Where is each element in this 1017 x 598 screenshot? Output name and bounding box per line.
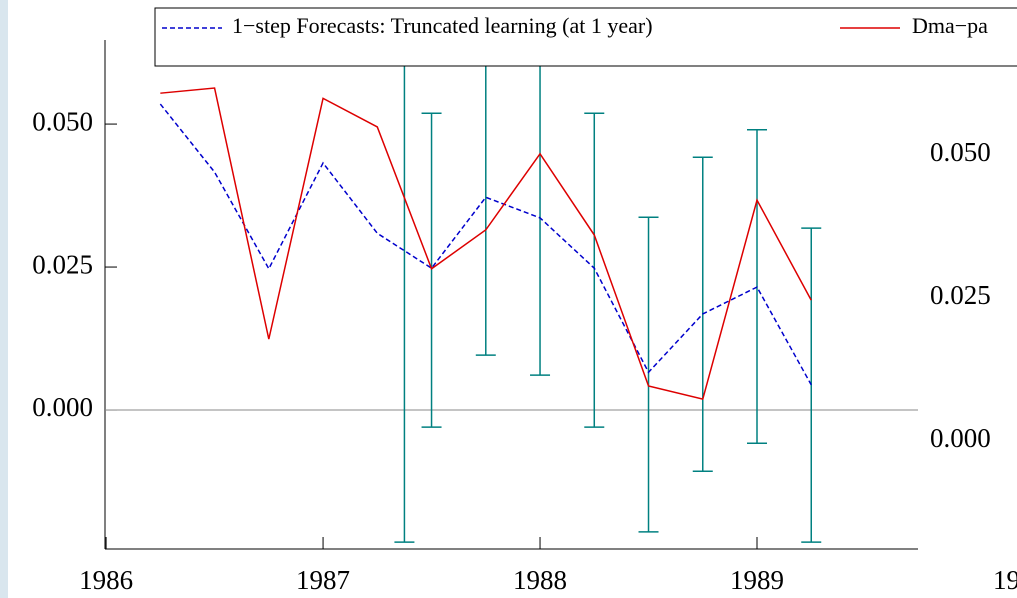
error-bar	[801, 227, 822, 543]
y-tick-label: 0.050	[930, 137, 991, 167]
error-bar	[475, 40, 496, 356]
error-bar	[421, 112, 442, 428]
legend-label: Dma−pa	[912, 13, 988, 38]
y-tick-label: 0.025	[930, 280, 991, 310]
y-tick-label: 0.050	[32, 106, 93, 136]
error-bar	[584, 112, 605, 428]
x-tick-label: 1986	[993, 565, 1017, 595]
x-tick-label: 1988	[513, 565, 567, 595]
x-tick-label: 1989	[730, 565, 784, 595]
side-strip	[0, 0, 8, 598]
error-bar	[638, 216, 659, 533]
y-tick-label: 0.025	[32, 249, 93, 279]
y-tick-label: 0.000	[32, 392, 93, 422]
series-line	[159, 103, 812, 386]
legend-label: 1−step Forecasts: Truncated learning (at…	[232, 13, 653, 38]
error-bar	[394, 41, 415, 543]
y-tick-label: 0.000	[930, 423, 991, 453]
legend-box	[154, 7, 1017, 67]
x-tick-label: 1987	[296, 565, 350, 595]
series-line	[160, 87, 812, 401]
x-tick-label: 1986	[79, 565, 133, 595]
